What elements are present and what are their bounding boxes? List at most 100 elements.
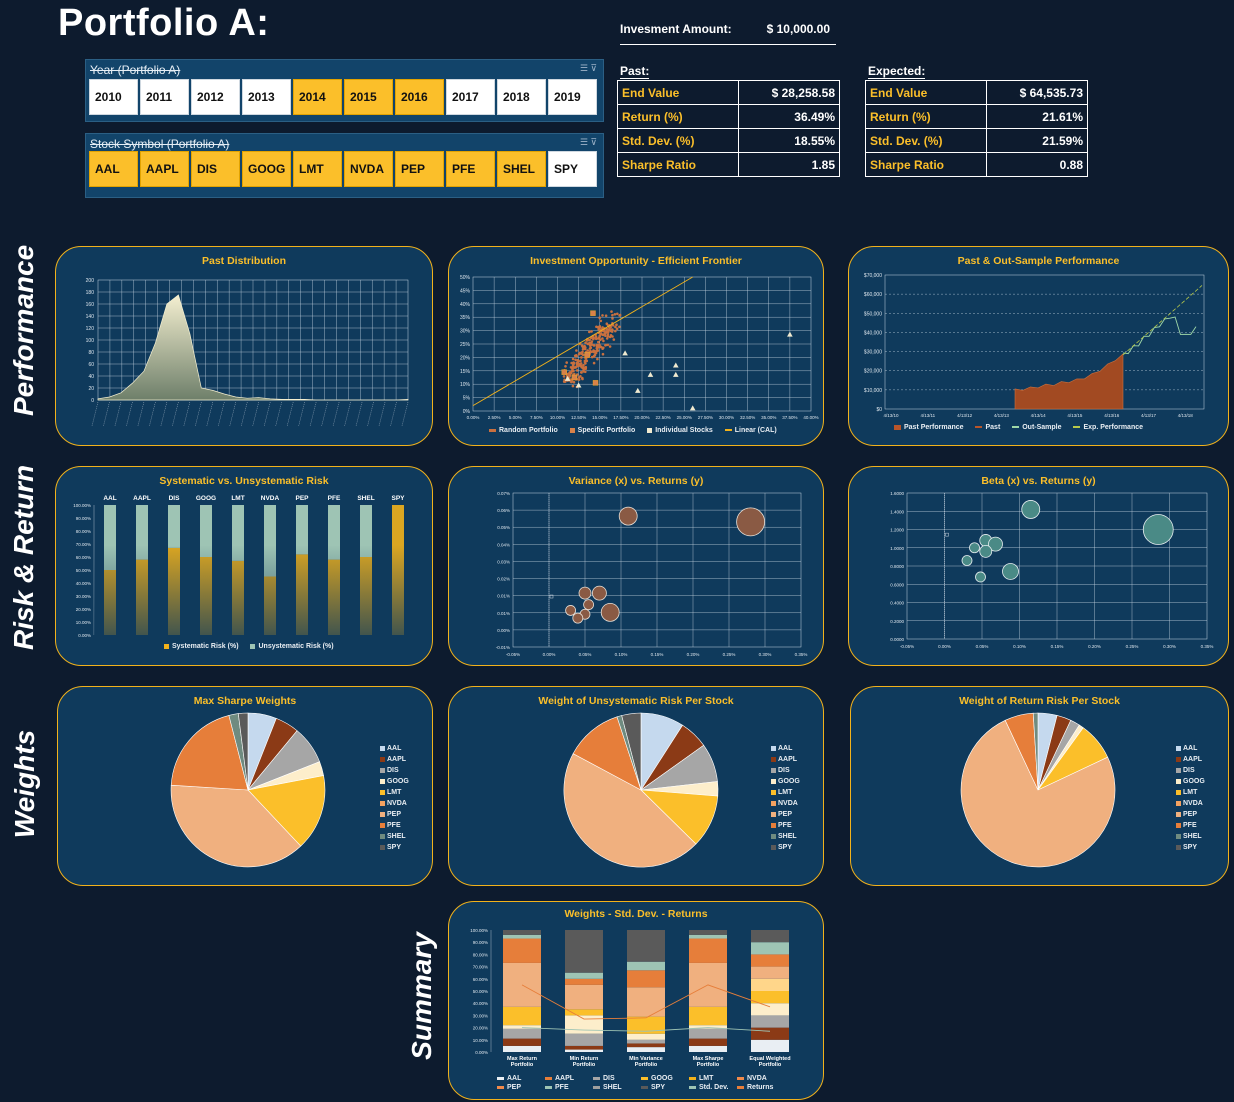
stack-segment-aal <box>565 1049 603 1052</box>
clear-filter-icon[interactable]: ☰ ⊽ <box>579 137 597 147</box>
beta-returns-panel: Beta (x) vs. Returns (y) 0.0000 0.2000 0.4… <box>848 466 1229 666</box>
random-portfolio-point <box>572 361 575 364</box>
x-tick-label <box>264 401 271 427</box>
symbol-slicer-buttons: AAL AAPL DIS GOOG LMT NVDA PEP PFE SHEL SPY <box>89 151 597 187</box>
stack-segment-pep <box>565 984 603 1010</box>
past-distribution-chart: 0 20 40 60 80 100 120 140 160 180 200 <box>86 278 409 427</box>
random-portfolio-point <box>574 354 578 357</box>
legend-label: SHEL <box>778 833 797 840</box>
legend-unsystematic: Unsystematic Risk (%) <box>250 643 334 650</box>
slicer-button-pep[interactable]: PEP <box>395 151 444 187</box>
pie-legend-item: NVDA <box>771 798 800 809</box>
legend-label: SPY <box>778 844 793 851</box>
legend-swatch <box>1176 756 1181 762</box>
stack-segment-lmt <box>751 991 789 1004</box>
legend-label: GOOG <box>1183 778 1205 785</box>
random-portfolio-point <box>615 323 618 326</box>
tick-label: 0.02% <box>497 577 510 582</box>
legend-swatch <box>380 778 385 784</box>
stack-segment-goog <box>565 1015 603 1034</box>
slicer-button-dis[interactable]: DIS <box>191 151 240 187</box>
slicer-button-2010[interactable]: 2010 <box>89 79 138 115</box>
stack-segment-nvda <box>751 978 789 991</box>
stack-segment-spy <box>751 930 789 943</box>
tick-label: 0.6000 <box>890 582 904 587</box>
investment-value: $ 10,000.00 <box>766 22 830 36</box>
tick-label: 0.35% <box>1201 644 1214 649</box>
legend-swatch <box>380 833 385 839</box>
tick-label: $60,000 <box>864 292 882 298</box>
slicer-button-shel[interactable]: SHEL <box>497 151 546 187</box>
chart-title: Past & Out-Sample Performance <box>957 255 1120 267</box>
slicer-button-nvda[interactable]: NVDA <box>344 151 393 187</box>
slicer-button-aapl[interactable]: AAPL <box>140 151 189 187</box>
slicer-button-lmt[interactable]: LMT <box>293 151 342 187</box>
section-weights: Weights <box>9 729 40 839</box>
random-portfolio-point <box>592 344 596 347</box>
tick-label: 10.00% <box>473 1038 488 1043</box>
random-portfolio-point <box>584 341 587 344</box>
random-portfolio-point <box>567 373 570 377</box>
stat-label: Return (%) <box>865 104 987 129</box>
tick-label: 30% <box>460 329 471 335</box>
beta-returns-chart: 0.0000 0.2000 0.4000 0.6000 0.8000 1.0000 1.20… <box>890 491 1214 649</box>
legend-label: GOOG <box>778 778 800 785</box>
clear-filter-icon[interactable]: ☰ ⊽ <box>579 63 597 73</box>
legend-label: SPY <box>1183 844 1198 851</box>
tick-label: 0.15% <box>1051 644 1064 649</box>
tick-label: 0.05% <box>497 525 510 530</box>
legend-label: AAL <box>387 745 402 752</box>
tick-label: 40.00% <box>473 1001 488 1006</box>
slicer-button-pfe[interactable]: PFE <box>446 151 495 187</box>
summary-panel: Weights - Std. Dev. - Returns 0.00% 10.00… <box>448 901 824 1100</box>
tick-label: 0.30% <box>1163 644 1176 649</box>
x-tick-label <box>206 401 214 427</box>
slicer-button-spy[interactable]: SPY <box>548 151 597 187</box>
pie-legend-item: SHEL <box>380 831 409 842</box>
pie-legend: AAL AAPL DIS GOOG LMT NVDA PEP PFE SHEL SPY <box>771 743 800 853</box>
random-portfolio-point <box>599 332 603 336</box>
slicer-button-2011[interactable]: 2011 <box>140 79 189 115</box>
tick-label: $0 <box>876 407 882 413</box>
legend-swatch <box>1176 778 1181 784</box>
random-portfolio-point <box>583 359 587 363</box>
slicer-button-aal[interactable]: AAL <box>89 151 138 187</box>
stat-value: 18.55% <box>738 128 840 153</box>
investment-amount: Invesment Amount: $ 10,000.00 <box>620 22 836 45</box>
return-risk-weight-panel: Weight of Return Risk Per Stock AAL AAPL D… <box>850 686 1229 886</box>
slicer-button-2015[interactable]: 2015 <box>344 79 393 115</box>
tick-label: 5% <box>463 396 471 402</box>
tick-label: 200 <box>86 278 95 284</box>
slicer-button-2018[interactable]: 2018 <box>497 79 546 115</box>
slicer-button-2017[interactable]: 2017 <box>446 79 495 115</box>
slicer-button-goog[interactable]: GOOG <box>242 151 291 187</box>
random-portfolio-point <box>596 349 600 352</box>
bubble <box>988 536 1003 552</box>
stack-segment-dis <box>503 1028 541 1039</box>
slicer-button-2014[interactable]: 2014 <box>293 79 342 115</box>
pie-legend-item: AAL <box>771 743 800 754</box>
random-portfolio-point <box>597 340 600 344</box>
random-portfolio-point <box>611 317 614 320</box>
individual-stock-point <box>647 371 654 377</box>
tick-label: 22.50% <box>655 415 670 420</box>
stack-segment-pfe <box>689 938 727 963</box>
legend-label: PFE <box>778 822 792 829</box>
fade-overlay <box>94 545 414 635</box>
slicer-button-2019[interactable]: 2019 <box>548 79 597 115</box>
pie-legend: AAL AAPL DIS GOOG LMT NVDA PEP PFE SHEL SPY <box>380 743 409 853</box>
pie-slice-lmt <box>247 775 326 847</box>
pie-legend-item: LMT <box>380 787 409 798</box>
tick-label: 50.00% <box>473 989 488 994</box>
legend-swatch <box>1176 745 1181 751</box>
x-tick-label <box>91 401 99 427</box>
slicer-button-2013[interactable]: 2013 <box>242 79 291 115</box>
legend-swatch <box>380 745 385 751</box>
random-portfolio-point <box>602 329 605 333</box>
slicer-button-2012[interactable]: 2012 <box>191 79 240 115</box>
legend-swatch <box>1176 833 1181 839</box>
legend-cal: Linear (CAL) <box>724 427 777 434</box>
tick-label: $40,000 <box>864 330 882 336</box>
slicer-button-2016[interactable]: 2016 <box>395 79 444 115</box>
stack-segment-shel <box>565 972 603 979</box>
